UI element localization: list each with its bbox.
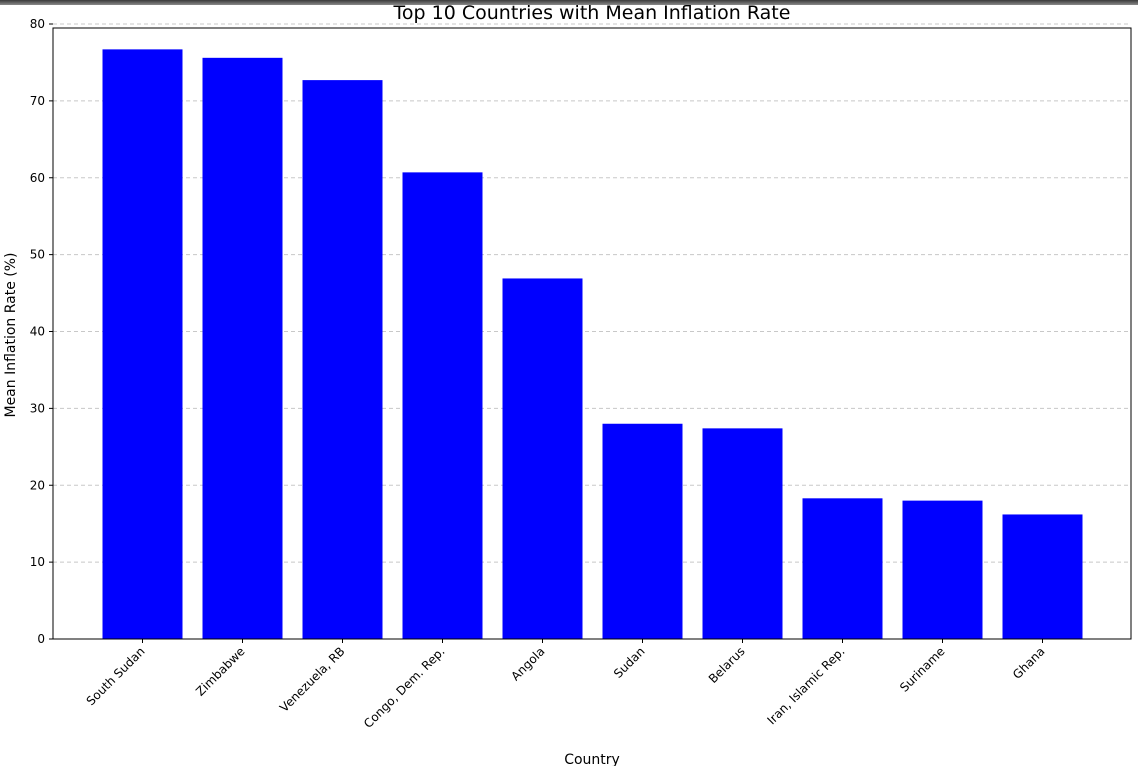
x-tick-label: Congo, Dem. Rep.	[361, 644, 448, 731]
bar-south-sudan	[102, 49, 183, 639]
bar-sudan	[602, 423, 683, 639]
y-tick-label: 40	[30, 325, 45, 339]
x-tick-label: South Sudan	[84, 644, 148, 708]
y-tick-label: 60	[30, 171, 45, 185]
y-tick-label: 10	[30, 555, 45, 569]
x-tick-label: Angola	[508, 644, 547, 683]
bar-ghana	[1002, 514, 1083, 639]
x-tick-label: Suriname	[897, 644, 948, 695]
gridlines	[53, 23, 1131, 640]
bar-belarus	[702, 428, 783, 639]
y-axis-title: Mean Inflation Rate (%)	[3, 252, 19, 417]
y-tick-label: 30	[30, 401, 45, 415]
x-tick-label: Ghana	[1010, 644, 1048, 682]
plot-frame	[52, 27, 1132, 640]
x-axis-title: Country	[564, 752, 620, 766]
bar-iran-islamic-rep	[802, 498, 883, 639]
bar-suriname	[902, 500, 983, 639]
bars	[102, 49, 1083, 639]
y-tick-label: 50	[30, 248, 45, 262]
bar-angola	[502, 278, 583, 639]
x-tick-label: Sudan	[611, 644, 648, 681]
y-tick-label: 20	[30, 478, 45, 492]
x-tick-label: Iran, Islamic Rep.	[764, 644, 847, 727]
window-top-edge	[0, 0, 1138, 5]
x-tick-label: Zimbabwe	[193, 644, 247, 698]
y-axis-ticks: 0 10 20 30 40 50 60 70 80	[30, 17, 53, 646]
y-tick-label: 80	[30, 17, 45, 31]
bar-zimbabwe	[202, 57, 283, 639]
x-axis-ticks: South Sudan Zimbabwe Venezuela, RB Congo, D…	[84, 639, 1048, 731]
x-tick-label: Belarus	[706, 644, 748, 686]
bar-venezuela-rb	[302, 80, 383, 639]
y-tick-label: 70	[30, 94, 45, 108]
y-tick-label: 0	[37, 632, 45, 646]
chart-title: Top 10 Countries with Mean Inflation Rat…	[393, 2, 791, 24]
bar-congo-dem-rep	[402, 172, 483, 639]
x-tick-label: Venezuela, RB	[277, 644, 348, 715]
